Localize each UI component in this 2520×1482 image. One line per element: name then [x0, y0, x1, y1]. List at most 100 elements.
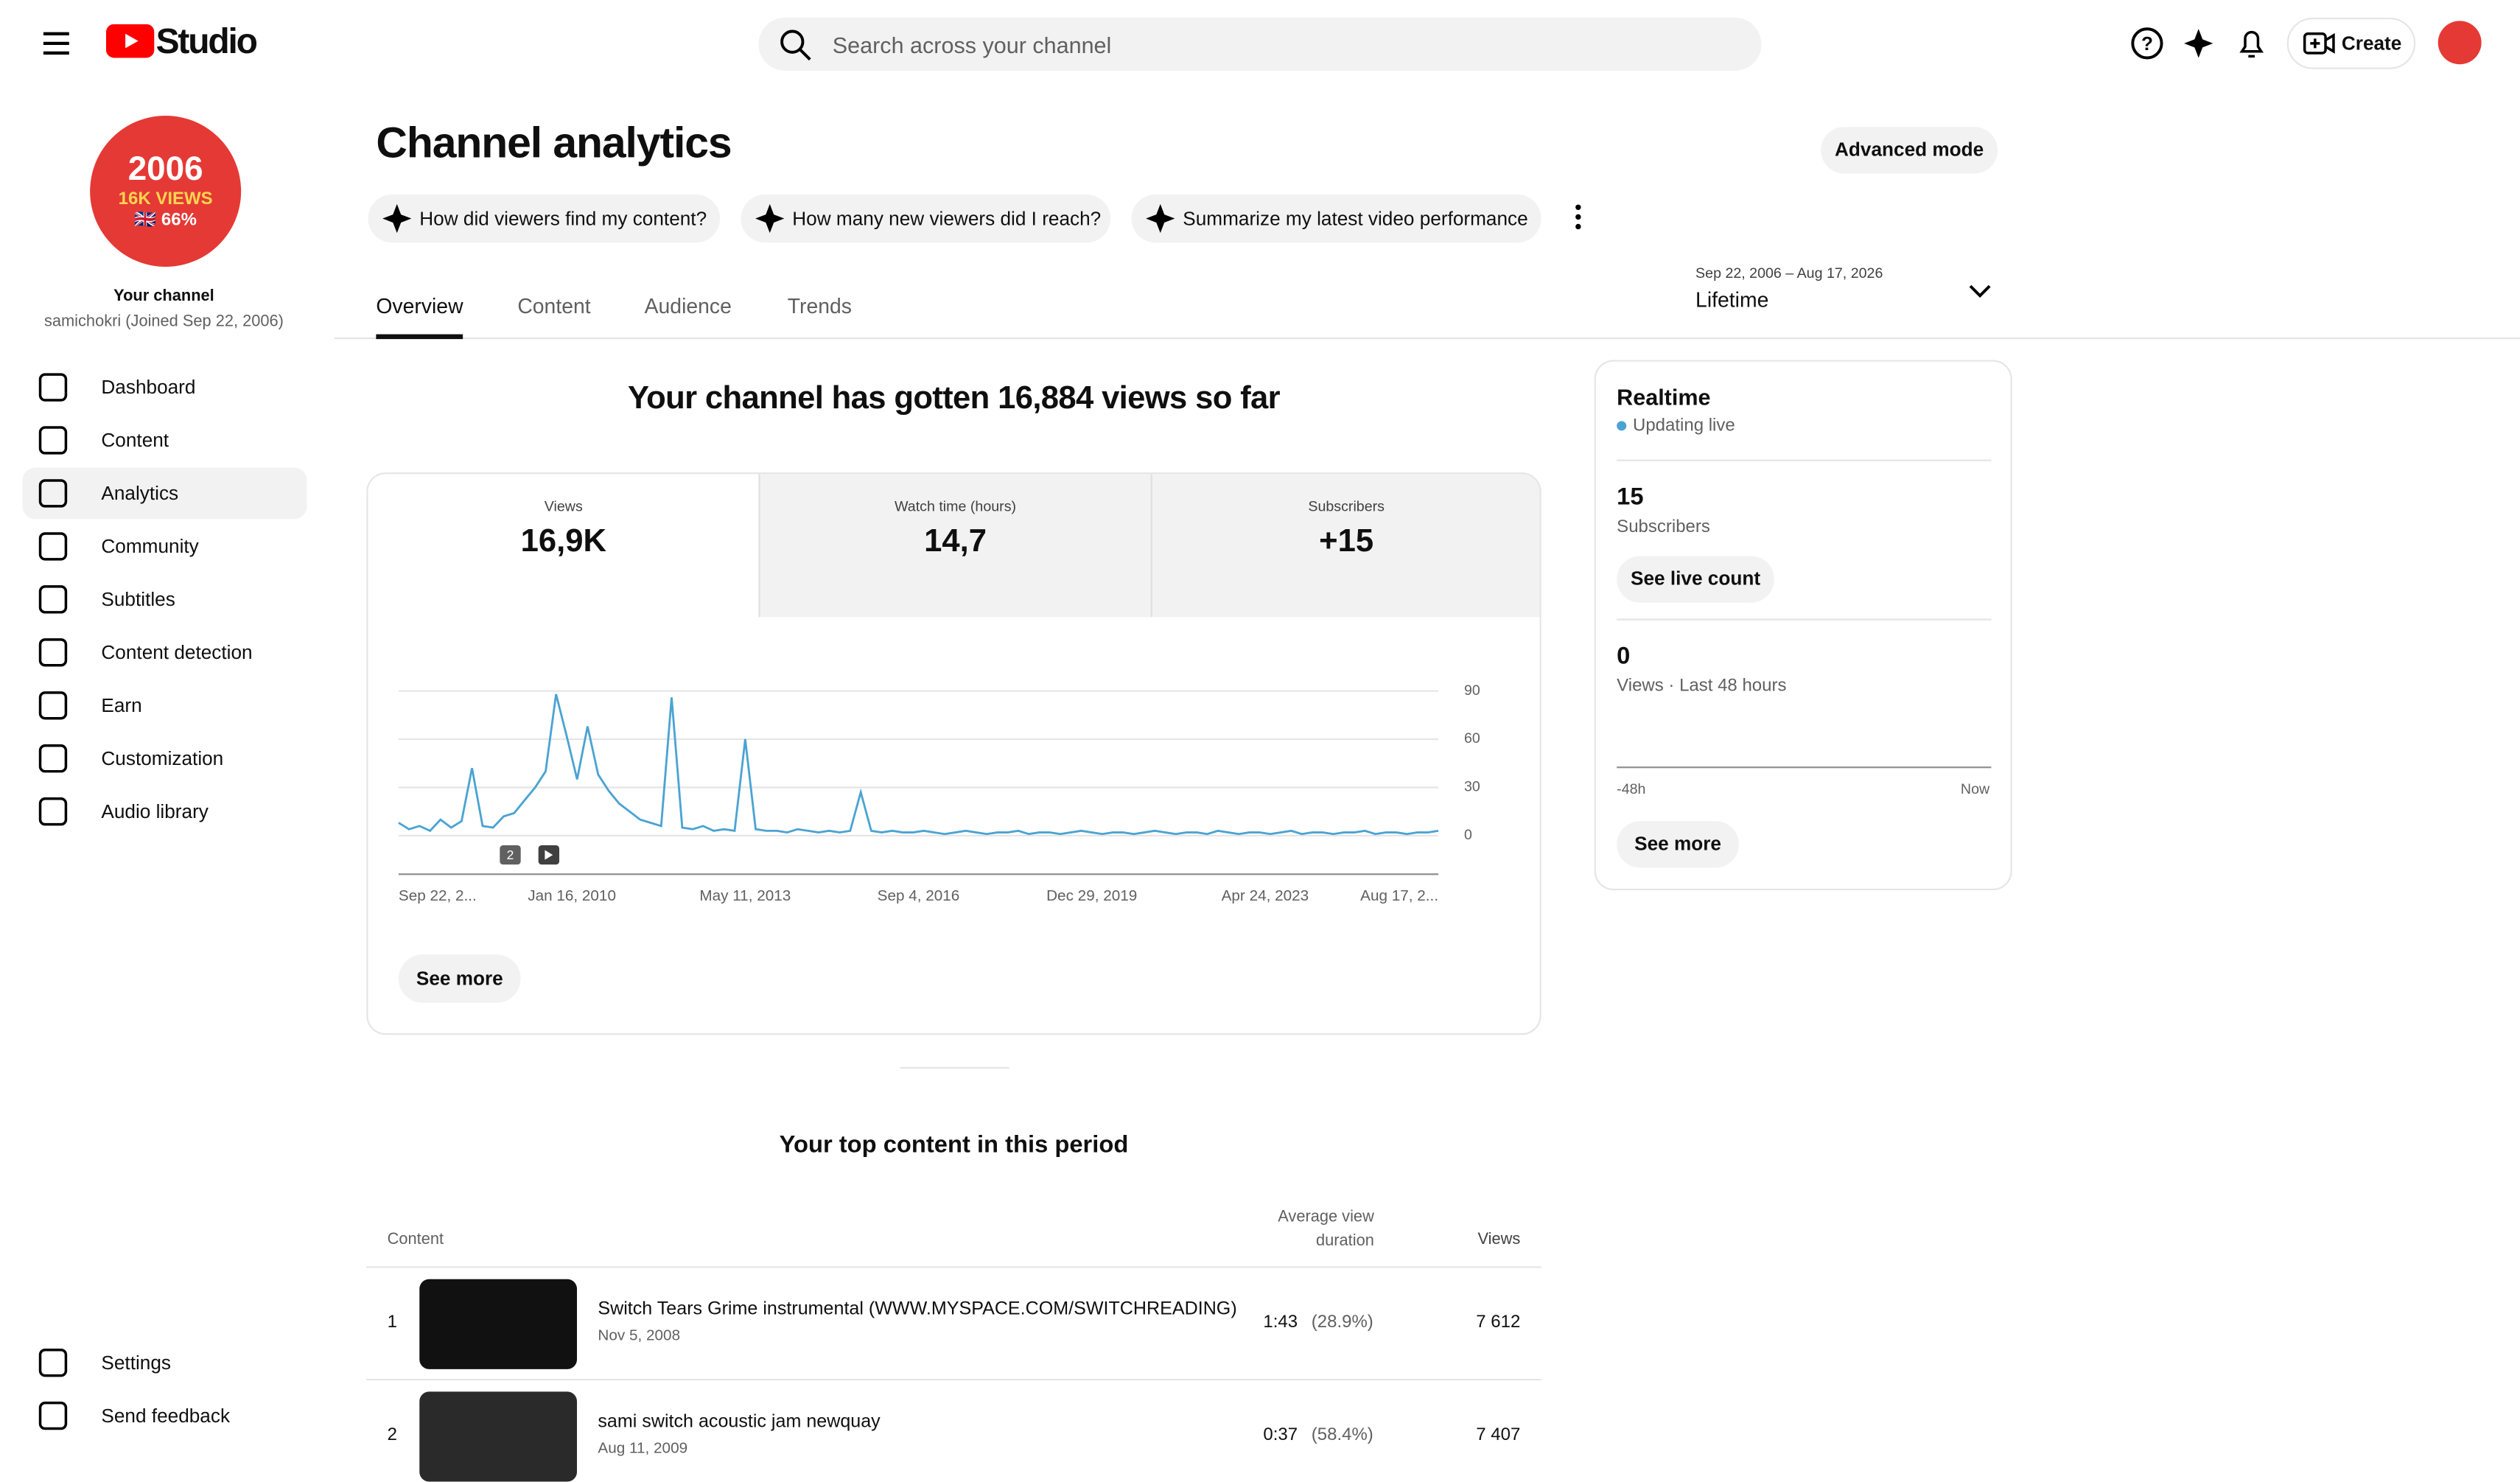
- nav-item[interactable]: Community: [101, 535, 199, 558]
- row-divider: [366, 1266, 1541, 1268]
- divider: [1617, 618, 1992, 621]
- thumbnail[interactable]: [419, 1391, 578, 1482]
- prompt-label: Summarize my latest video performance: [1183, 207, 1528, 230]
- prompt-chip[interactable]: Summarize my latest video performance: [1131, 194, 1541, 243]
- y-tick-label: 30: [1464, 779, 1480, 795]
- date-range-label[interactable]: Lifetime: [1695, 287, 1769, 312]
- y-tick-label: 60: [1464, 730, 1480, 747]
- video-title[interactable]: Switch Tears Grime instrumental (WWW.MYS…: [598, 1300, 1237, 1320]
- tab[interactable]: Audience: [644, 294, 732, 318]
- tab[interactable]: Content: [517, 294, 591, 318]
- sparkle-icon: [755, 203, 785, 234]
- menu-icon[interactable]: [42, 29, 71, 57]
- nav-icon: [38, 479, 68, 508]
- realtime-card: Realtime Updating live 15 Subscribers Se…: [1594, 360, 2012, 891]
- x-tick-label: Sep 22, 2...: [399, 887, 477, 904]
- nav-icon: [38, 1348, 68, 1377]
- metric-tab[interactable]: Subscribers +15: [1149, 474, 1540, 618]
- metric-value: 16,9K: [520, 523, 606, 559]
- video-date: Aug 11, 2009: [598, 1439, 688, 1458]
- nav-item[interactable]: Audio library: [101, 800, 209, 823]
- thumbnail[interactable]: [419, 1279, 578, 1369]
- x-tick-label: May 11, 2013: [699, 887, 791, 904]
- channel-label: Your channel: [113, 287, 214, 306]
- y-tick-label: 90: [1464, 682, 1480, 699]
- realtime-title: Realtime: [1617, 384, 1711, 410]
- duration-pct: (58.4%): [1311, 1425, 1373, 1445]
- x-tick-label: Aug 17, 2...: [1360, 887, 1438, 904]
- metric-tab[interactable]: Views 16,9K: [368, 474, 760, 618]
- prompt-chip[interactable]: How did viewers find my content?: [368, 194, 721, 243]
- nav-item[interactable]: Analytics: [101, 482, 179, 505]
- avatar-pct: 🇬🇧 66%: [134, 210, 197, 230]
- divider: [900, 1066, 1009, 1069]
- video-title[interactable]: sami switch acoustic jam newquay: [598, 1412, 881, 1432]
- logo-icon[interactable]: [105, 24, 155, 60]
- search-box[interactable]: Search across your channel: [758, 17, 1762, 71]
- row-rank: 2: [387, 1425, 398, 1445]
- sparkle-icon: [382, 203, 412, 234]
- nav-item[interactable]: Dashboard: [101, 376, 196, 399]
- date-range[interactable]: Sep 22, 2006 – Aug 17, 2026: [1695, 265, 1883, 282]
- tab[interactable]: Overview: [376, 294, 463, 318]
- nav-item[interactable]: Customization: [101, 747, 224, 770]
- views-value: 0: [1617, 643, 1631, 671]
- nav-icon: [38, 426, 68, 455]
- prompt-label: How did viewers find my content?: [419, 207, 707, 230]
- views-line: [398, 693, 1439, 836]
- icon-shape: [38, 1348, 68, 1377]
- views-chart: 0 30 60 90 Sep 22, 2... Jan 16, 2010 May 11, 2…: [398, 682, 1480, 904]
- nav-active-bg: [22, 467, 307, 520]
- advanced-mode-button[interactable]: Advanced mode: [1821, 127, 1998, 174]
- header-icons[interactable]: ?: [2129, 26, 2290, 61]
- nav-item[interactable]: Settings: [101, 1351, 171, 1374]
- nav-icon: [38, 691, 68, 720]
- tab[interactable]: Trends: [787, 294, 852, 318]
- top-content-title: Your top content in this period: [779, 1131, 1129, 1159]
- nav-item[interactable]: Send feedback: [101, 1404, 231, 1427]
- row-rank: 1: [387, 1313, 398, 1332]
- overview-card: Views 16,9K Watch time (hours) 14,7 Subscrib…: [366, 472, 1541, 1035]
- header-content: Content: [387, 1231, 444, 1249]
- avatar-year: 2006: [127, 150, 203, 189]
- subs-label: Subscribers: [1617, 517, 1710, 537]
- divider: [1617, 459, 1992, 461]
- icon-shape: [38, 638, 68, 667]
- nav-item[interactable]: Content: [101, 429, 169, 452]
- subs-value: 15: [1617, 483, 1644, 511]
- nav-icon: [38, 1401, 68, 1430]
- metric-tab[interactable]: Watch time (hours) 14,7: [759, 474, 1150, 618]
- x-tick-label: Apr 24, 2023: [1222, 887, 1309, 904]
- metric-label: Subscribers: [1308, 497, 1385, 514]
- more-icon[interactable]: [1573, 204, 1583, 230]
- dropdown-icon[interactable]: [1969, 283, 1992, 299]
- live-count-button[interactable]: See live count: [1617, 556, 1774, 603]
- svg-text:?: ?: [2141, 32, 2153, 55]
- nav-item[interactable]: Earn: [101, 694, 142, 717]
- nav-item[interactable]: Subtitles: [101, 588, 175, 611]
- realtime-see-more[interactable]: See more: [1617, 821, 1739, 868]
- axis-start: -48h: [1617, 780, 1646, 797]
- metric-value: 14,7: [924, 523, 987, 559]
- row-divider: [366, 1378, 1541, 1381]
- icon-shape: [38, 373, 68, 402]
- summary-heading: Your channel has gotten 16,884 views so …: [627, 380, 1281, 416]
- realtime-axis: [1617, 766, 1992, 769]
- duration: 1:43: [1263, 1313, 1298, 1332]
- channel-avatar[interactable]: 2006 16K VIEWS 🇬🇧 66%: [90, 116, 242, 267]
- account-avatar[interactable]: [2437, 21, 2482, 65]
- nav-item[interactable]: Content detection: [101, 641, 253, 664]
- metric-value: +15: [1319, 523, 1374, 559]
- live-dot: [1617, 421, 1627, 431]
- nav-icon: [38, 744, 68, 773]
- see-more-button[interactable]: See more: [398, 954, 521, 1003]
- logo-text[interactable]: Studio: [155, 21, 258, 61]
- play-icon: [545, 850, 553, 860]
- create-button[interactable]: Create: [2286, 17, 2416, 69]
- prompt-chip[interactable]: How many new viewers did I reach?: [741, 194, 1111, 243]
- row-views: 7 407: [1476, 1425, 1521, 1445]
- nav-icon: [38, 638, 68, 667]
- icon-shape: [38, 426, 68, 455]
- page-title: Channel analytics: [376, 119, 732, 167]
